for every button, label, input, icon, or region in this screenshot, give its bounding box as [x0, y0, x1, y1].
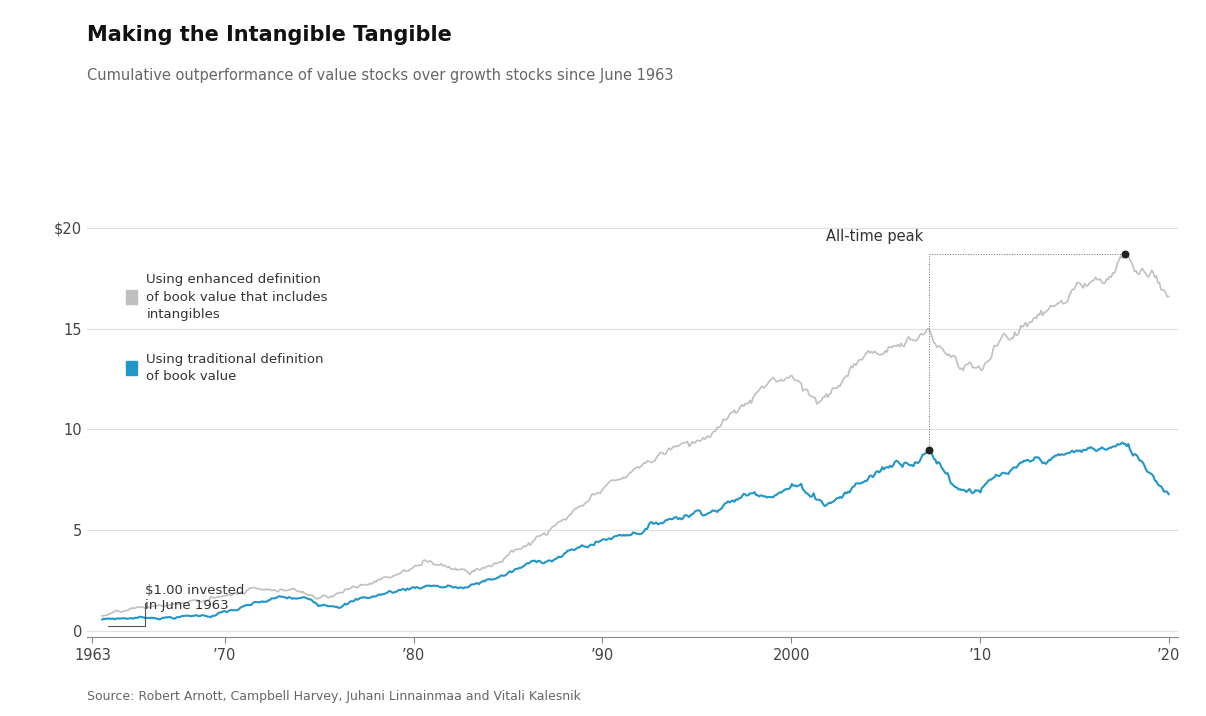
Text: Making the Intangible Tangible: Making the Intangible Tangible [87, 25, 452, 45]
Text: Using enhanced definition
of book value that includes
intangibles: Using enhanced definition of book value … [146, 274, 328, 321]
Text: in June 1963: in June 1963 [146, 599, 229, 612]
Text: $1.00 invested: $1.00 invested [146, 584, 245, 597]
Bar [127, 290, 136, 304]
Point [1116, 248, 1135, 259]
Text: Source: Robert Arnott, Campbell Harvey, Juhani Linnainmaa and Vitali Kalesnik: Source: Robert Arnott, Campbell Harvey, … [87, 690, 581, 703]
Text: All-time peak: All-time peak [826, 228, 924, 243]
Text: Using traditional definition
of book value: Using traditional definition of book val… [146, 353, 324, 383]
Point [919, 444, 938, 455]
Text: Cumulative outperformance of value stocks over growth stocks since June 1963: Cumulative outperformance of value stock… [87, 68, 673, 83]
Bar [127, 361, 136, 375]
